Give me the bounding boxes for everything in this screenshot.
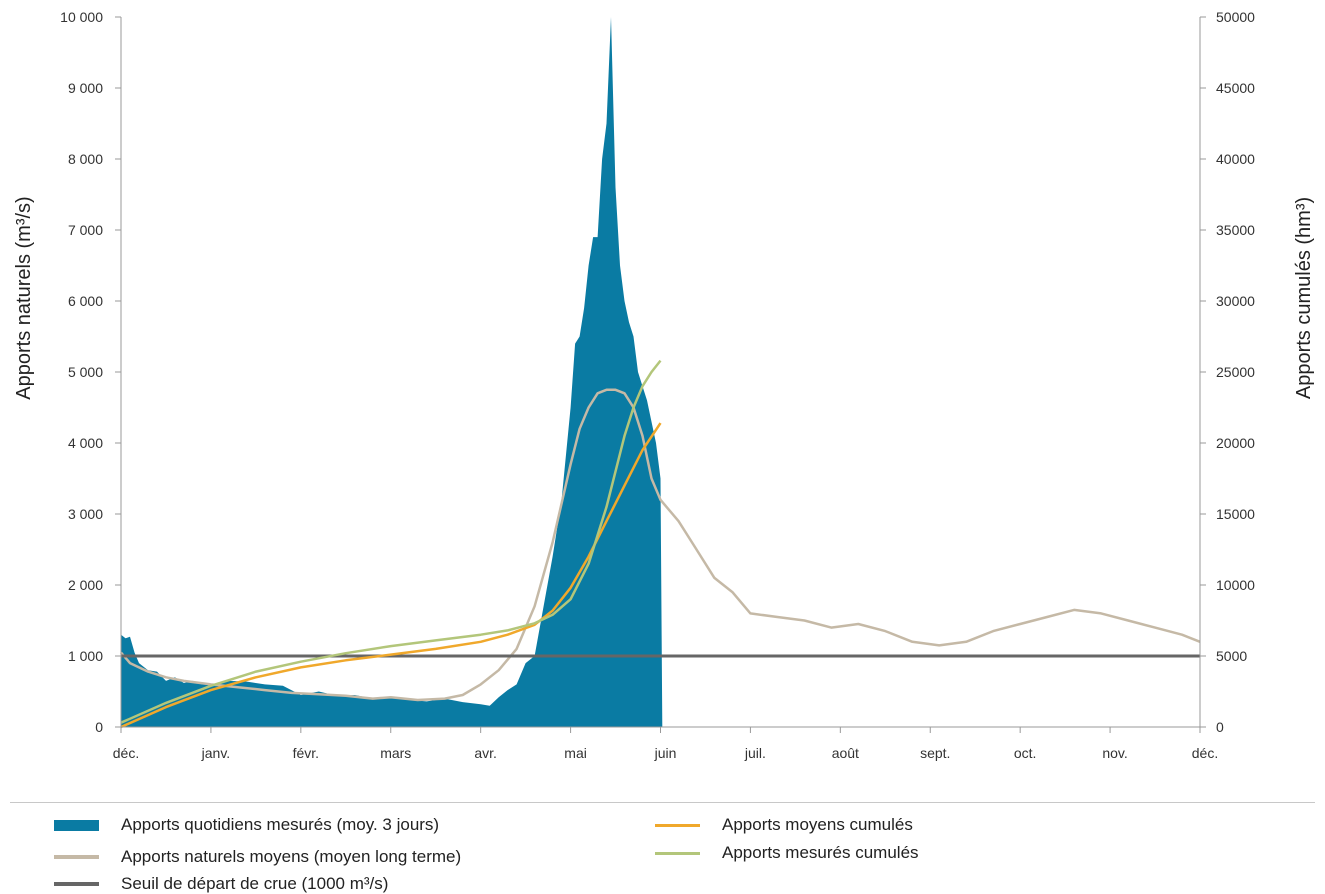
y-left-tick-label: 4 000 bbox=[68, 435, 103, 451]
y-left-tick-label: 9 000 bbox=[68, 80, 103, 96]
x-tick-label: mai bbox=[564, 745, 587, 761]
y-left-tick-label: 2 000 bbox=[68, 577, 103, 593]
axes-layer bbox=[115, 16, 1206, 733]
series-long-term-mean-line bbox=[120, 388, 1201, 702]
x-tick-label: nov. bbox=[1102, 745, 1127, 761]
y-right-tick-label: 20000 bbox=[1216, 435, 1255, 451]
y-right-tick-label: 45000 bbox=[1216, 80, 1255, 96]
y-right-tick-label: 30000 bbox=[1216, 293, 1255, 309]
x-tick-label: oct. bbox=[1014, 745, 1037, 761]
y-left-tick-label: 0 bbox=[95, 719, 103, 735]
left-tick-labels: 0 1 000 2 000 3 000 4 000 5 000 6 000 7 000 8 00… bbox=[60, 9, 103, 735]
x-tick-label: janv. bbox=[201, 745, 231, 761]
x-tick-label: sept. bbox=[920, 745, 950, 761]
y-left-axis-title: Apports naturels (m³/s) bbox=[13, 196, 35, 399]
series-layer bbox=[120, 17, 1201, 729]
y-right-tick-label: 0 bbox=[1216, 719, 1224, 735]
x-tick-label: mars bbox=[380, 745, 411, 761]
series-mean-cumulative-line bbox=[120, 422, 662, 729]
x-tick-label: févr. bbox=[293, 745, 319, 761]
x-tick-label: déc. bbox=[1192, 745, 1218, 761]
y-left-tick-label: 7 000 bbox=[68, 222, 103, 238]
x-tick-label: avr. bbox=[474, 745, 497, 761]
right-tick-labels: 0 5000 10000 15000 20000 25000 30000 35000 40000… bbox=[1216, 9, 1255, 735]
y-right-tick-label: 15000 bbox=[1216, 506, 1255, 522]
series-measured-daily-area bbox=[121, 17, 663, 727]
y-left-tick-label: 1 000 bbox=[68, 648, 103, 664]
y-right-tick-label: 50000 bbox=[1216, 9, 1255, 25]
y-right-axis-title: Apports cumulés (hm³) bbox=[1293, 197, 1315, 399]
y-left-tick-label: 3 000 bbox=[68, 506, 103, 522]
y-right-tick-label: 35000 bbox=[1216, 222, 1255, 238]
x-tick-label: déc. bbox=[113, 745, 139, 761]
legend-separator bbox=[10, 802, 1315, 803]
y-right-tick-label: 40000 bbox=[1216, 151, 1255, 167]
series-measured-cumulative-line bbox=[120, 359, 662, 724]
x-tick-label: juin bbox=[654, 745, 677, 761]
y-right-tick-label: 5000 bbox=[1216, 648, 1247, 664]
y-left-tick-label: 5 000 bbox=[68, 364, 103, 380]
y-left-tick-label: 6 000 bbox=[68, 293, 103, 309]
x-tick-labels: déc. janv. févr. mars avr. mai juin juil. août se… bbox=[113, 745, 1218, 761]
y-left-tick-label: 8 000 bbox=[68, 151, 103, 167]
y-right-tick-label: 10000 bbox=[1216, 577, 1255, 593]
y-left-tick-label: 10 000 bbox=[60, 9, 103, 25]
y-right-tick-label: 25000 bbox=[1216, 364, 1255, 380]
x-tick-label: août bbox=[832, 745, 859, 761]
x-tick-label: juil. bbox=[744, 745, 766, 761]
